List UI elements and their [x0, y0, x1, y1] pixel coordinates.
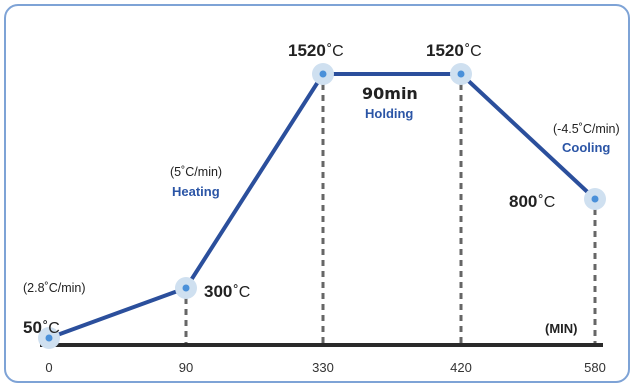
temp-label-0: 50˚C	[23, 318, 60, 337]
temp-label-1: 300˚C	[204, 282, 250, 301]
x-tick-label-0: 0	[45, 360, 52, 375]
x-tick-label-4: 580	[584, 360, 606, 375]
x-tick-label-1: 90	[179, 360, 193, 375]
rate-label-segment-3: (-4.5˚C/min)	[553, 122, 620, 136]
data-point-0	[38, 327, 60, 349]
phase-label-holding: Holding	[365, 106, 413, 121]
data-point-2	[312, 63, 334, 85]
data-point-inner-2	[319, 70, 327, 78]
x-unit-label: (MIN)	[545, 321, 578, 336]
rate-label-segment-1: (5˚C/min)	[170, 165, 222, 179]
phase-label-cooling: Cooling	[562, 140, 610, 155]
x-tick-label-2: 330	[312, 360, 334, 375]
x-tick-labels: 0 90 330 420 580	[45, 360, 605, 375]
x-tick-label-3: 420	[450, 360, 472, 375]
temp-label-4: 800˚C	[509, 192, 555, 211]
markers-group	[38, 63, 606, 349]
data-point-1	[175, 277, 197, 299]
holding-duration-label: 90min	[362, 84, 418, 103]
data-point-inner-4	[591, 195, 599, 203]
data-point-inner-1	[182, 284, 190, 292]
guide-lines	[184, 84, 597, 343]
rate-label-segment-0: (2.8˚C/min)	[23, 281, 86, 295]
data-point-inner-3	[457, 70, 465, 78]
temp-label-2: 1520˚C	[288, 41, 344, 60]
phase-label-heating: Heating	[172, 184, 220, 199]
temp-label-3: 1520˚C	[426, 41, 482, 60]
data-point-3	[450, 63, 472, 85]
data-point-inner-0	[45, 334, 53, 342]
data-point-4	[584, 188, 606, 210]
